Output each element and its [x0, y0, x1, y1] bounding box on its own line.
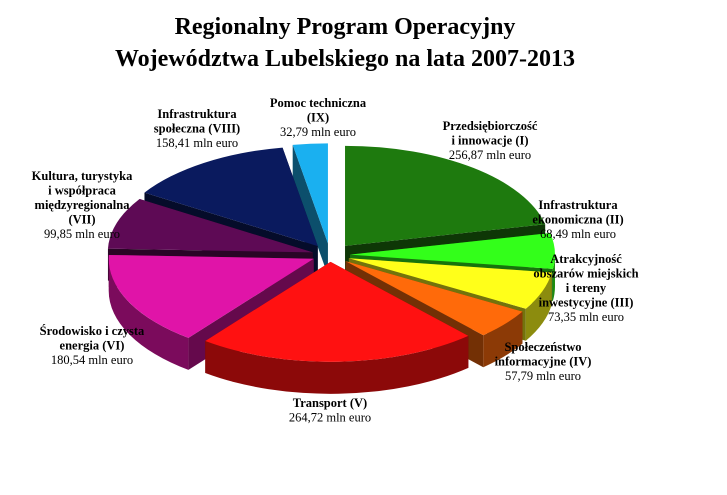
slice-label-value: 32,79 mln euro — [280, 125, 356, 139]
slice-label-name: Atrakcyjność — [550, 252, 622, 266]
slice-label-value: 158,41 mln euro — [156, 136, 238, 150]
pie-slice-top — [108, 254, 314, 338]
slice-label-name: obszarów miejskich — [533, 267, 638, 281]
slice-label-value: 99,85 mln euro — [44, 227, 120, 241]
slice-label-value: 264,72 mln euro — [289, 411, 371, 425]
pie-slice-top — [345, 145, 546, 246]
slice-label-value: 68,49 mln euro — [540, 227, 616, 241]
slice-label-name: międzyregionalna — [35, 198, 131, 212]
slice-label-name: Pomoc techniczna — [270, 96, 367, 110]
slice-label-value: 256,87 mln euro — [449, 148, 531, 162]
slice-label-value: 180,54 mln euro — [51, 353, 133, 367]
slice-label-name: i tereny — [566, 281, 607, 295]
slice-label-name: Społeczeństwo — [504, 340, 581, 354]
slice-label-name: Środowisko i czysta — [40, 324, 145, 338]
pie-slice-side — [205, 335, 469, 394]
slice-label-name: ekonomiczna (II) — [532, 213, 623, 227]
slice-label-name: Infrastruktura — [538, 198, 618, 212]
pie-slice-top — [348, 258, 552, 309]
pie-slice — [292, 143, 328, 276]
chart-title-line: Województwa Lubelskiego na lata 2007-201… — [115, 46, 575, 72]
slice-label-name: (IX) — [307, 111, 329, 125]
pie-slice-side — [483, 311, 523, 368]
pie-slice-top — [292, 143, 328, 244]
pie-slice — [205, 261, 469, 394]
pie-slice-side — [525, 272, 552, 341]
slice-label-name: Transport (V) — [293, 396, 367, 410]
slice-label-name: Kultura, turystyka — [32, 169, 133, 183]
slice-label-name: Przedsiębiorczość — [443, 119, 538, 133]
pie-slice-top — [345, 261, 523, 336]
slice-label-name: (VII) — [68, 213, 95, 227]
slice-label-value: 73,35 mln euro — [548, 310, 624, 324]
slice-label-name: i współpraca — [48, 184, 116, 198]
chart-title: Regionalny Program Operacyjny Województwa… — [115, 14, 575, 72]
slice-label-name: i innowacje (I) — [451, 134, 528, 148]
pie-slice-side — [108, 258, 189, 370]
slice-label: Transport (V)264,72 mln euro — [289, 396, 371, 425]
pie-slice-top — [349, 233, 555, 269]
slice-label-name: Infrastruktura — [157, 107, 237, 121]
slice-label-name: energia (VI) — [60, 339, 125, 353]
pie-slice-top — [107, 198, 313, 253]
slice-label-name: informacyjne (IV) — [495, 355, 592, 369]
chart-title-line: Regionalny Program Operacyjny — [175, 14, 516, 40]
slice-label-value: 57,79 mln euro — [505, 369, 581, 383]
slice-label: Pomoc techniczna(IX)32,79 mln euro — [270, 96, 367, 139]
pie-slices — [107, 143, 555, 394]
slice-label-name: społeczna (VIII) — [154, 122, 240, 136]
pie-slice-top — [205, 261, 469, 362]
pie-slice-wall — [292, 144, 328, 276]
pie-slice-side — [552, 254, 555, 301]
pie-slice-top — [144, 147, 318, 247]
slice-label-name: inwestycyjne (III) — [539, 296, 634, 310]
